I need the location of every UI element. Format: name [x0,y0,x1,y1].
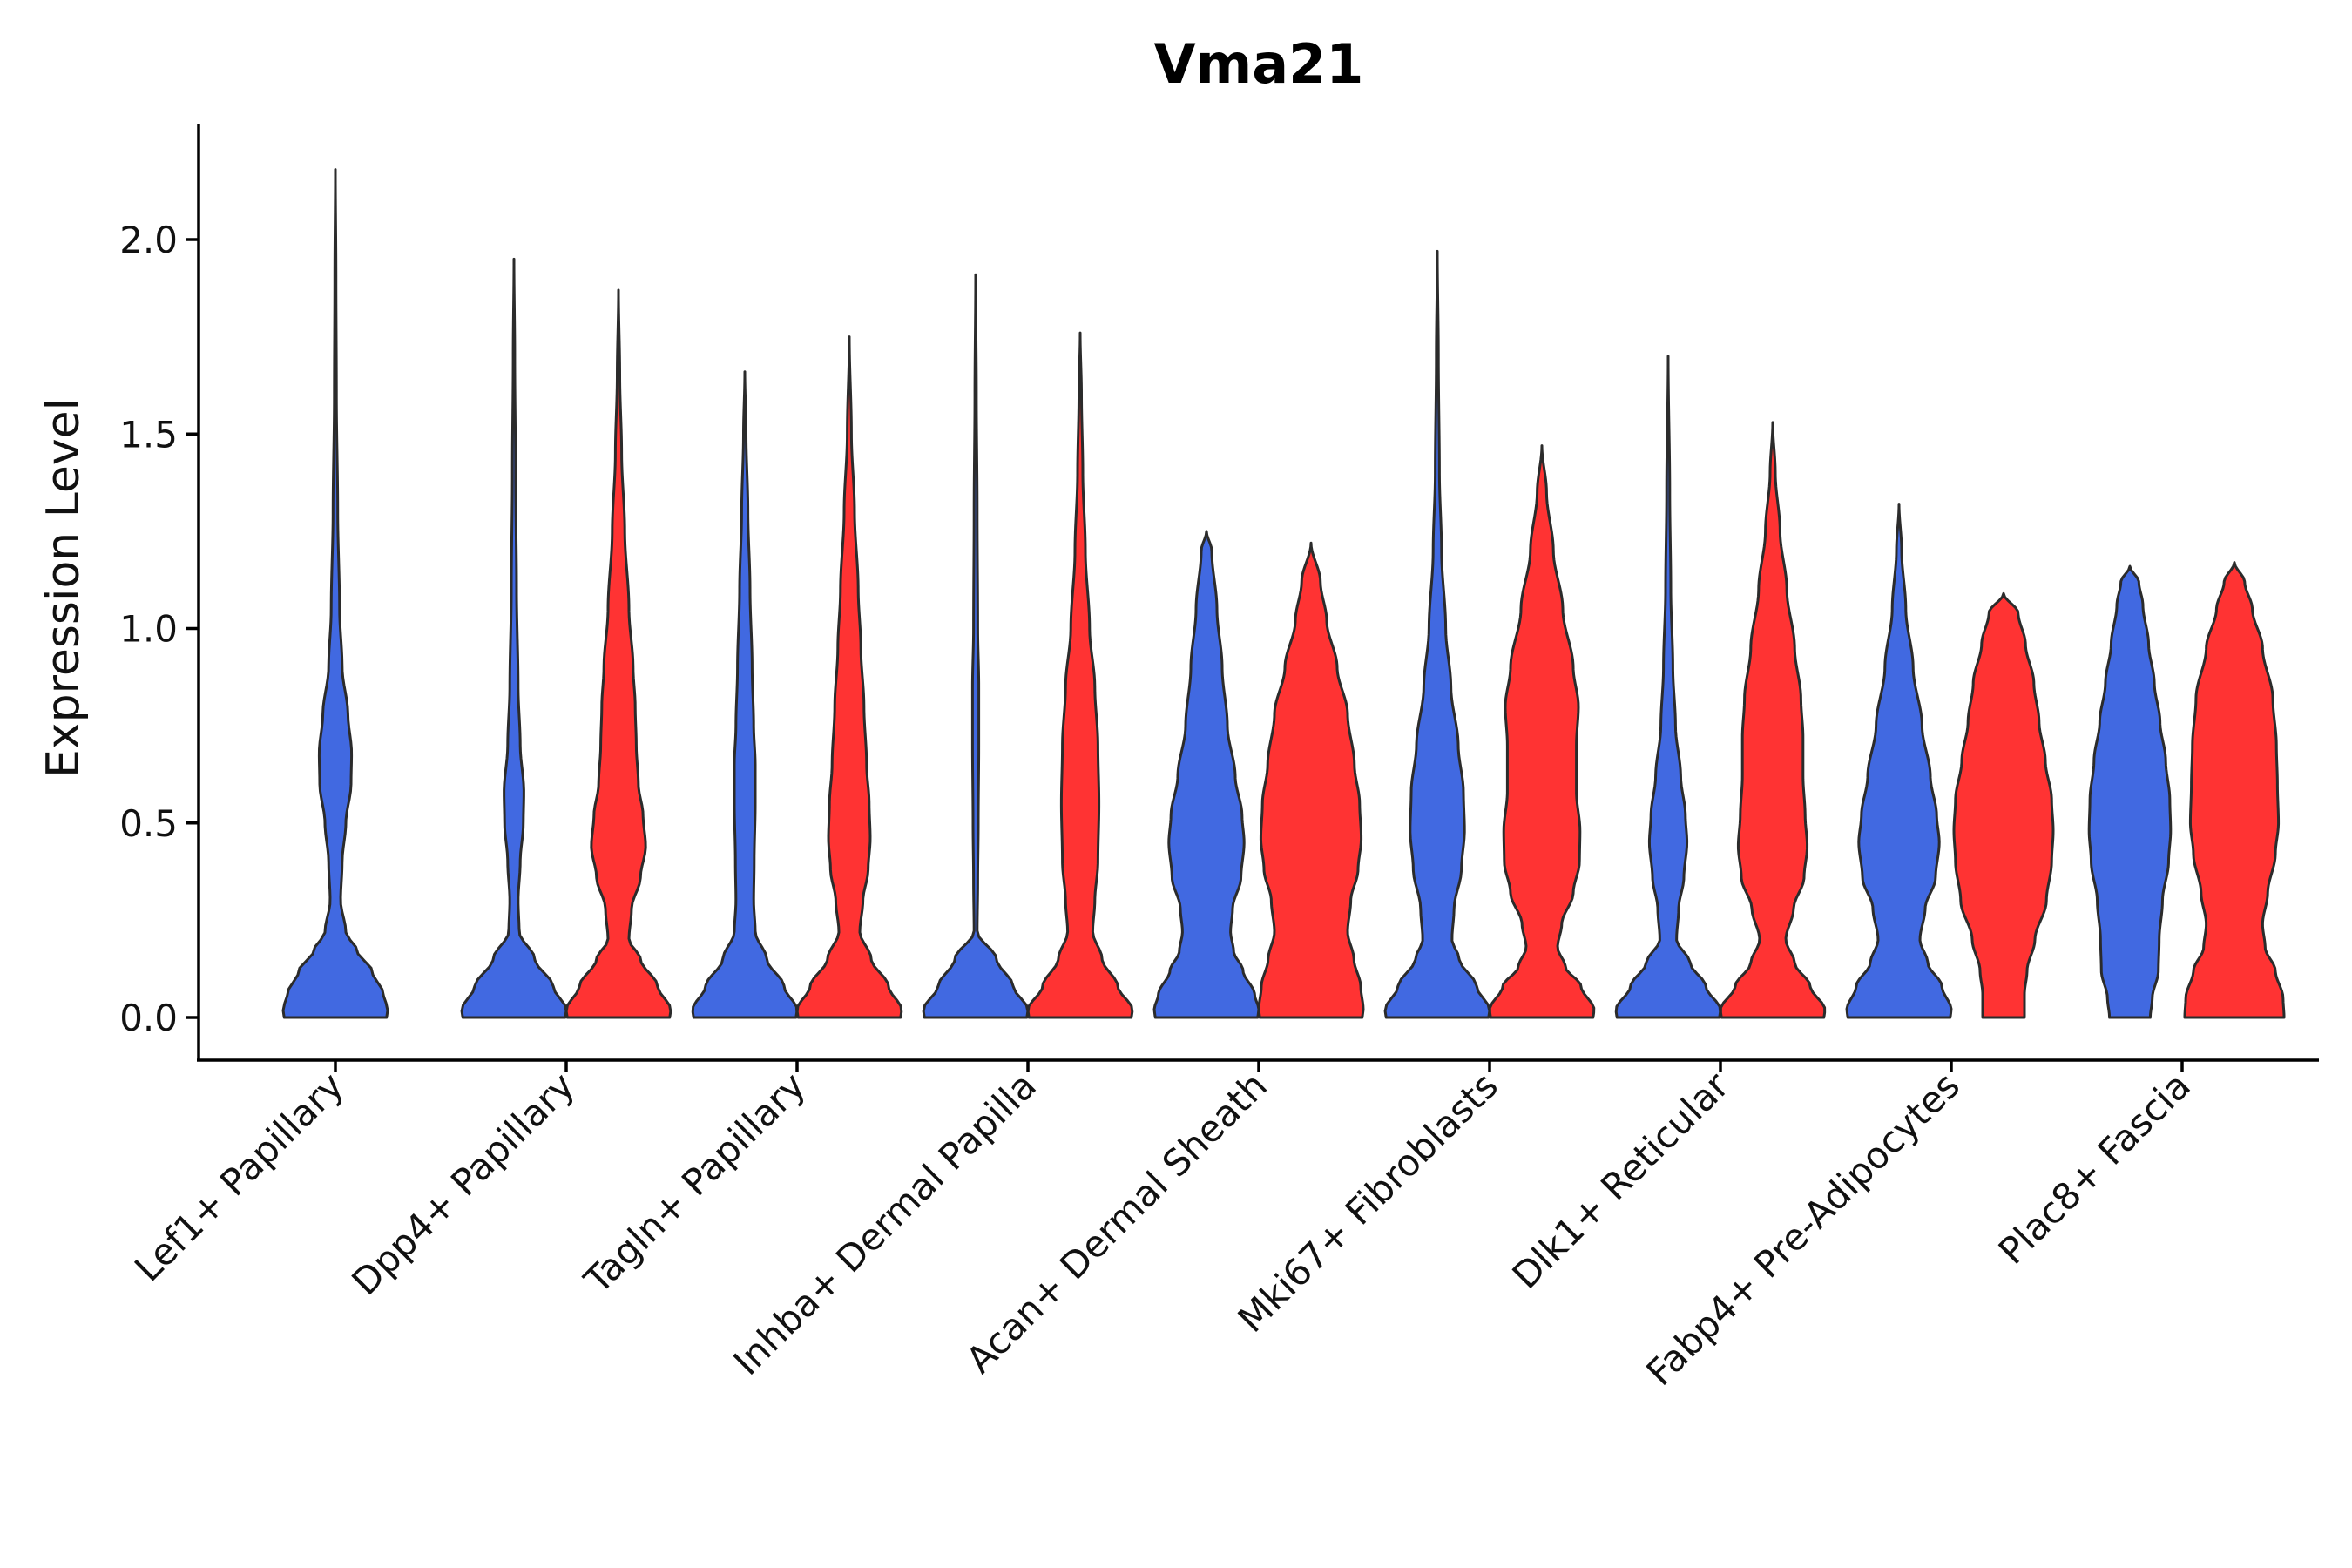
violin-mki67-fibroblasts-group1 [1383,249,1491,1019]
violin-inhba-dermal-papilla-group2 [1026,331,1134,1019]
y-axis: 0.0 0.5 1.0 1.5 2.0 [119,124,200,1060]
violin-dlk1-reticular-group1 [1614,355,1722,1019]
violin-inhba-dermal-papilla-group1 [922,273,1030,1019]
violin-dlk1-reticular-group2 [1719,421,1827,1019]
x-tick-label-mki67-fibroblasts: Mki67+ Fibroblasts [1230,1064,1506,1340]
y-tick-label-3: 1.5 [119,413,178,456]
x-tick-label-dpp4-papillary: Dpp4+ Papillary [343,1064,583,1303]
y-tick-label-4: 2.0 [119,219,178,261]
violin-acan-dermal-sheath-group2 [1257,541,1365,1019]
x-tick-label-plac8-fascia: Plac8+ Fascia [1990,1064,2199,1272]
violin-tagln-papillary-group1 [691,370,799,1019]
violin-dpp4-papillary-group1 [460,257,568,1019]
x-tick-label-tagln-papillary: Tagln+ Papillary [576,1064,814,1301]
violin-lef1-papillary-group1 [281,168,389,1019]
violin-mki67-fibroblasts-group2 [1488,444,1596,1019]
x-tick-label-lef1-papillary: Lef1+ Papillary [126,1064,352,1289]
y-tick-label-0: 0.0 [119,997,178,1039]
violin-tagln-papillary-group2 [795,335,903,1019]
violin-fabp4-pre-adipocytes-group1 [1845,503,1953,1019]
violin-plac8-fascia-group2 [2183,561,2286,1019]
violin-acan-dermal-sheath-group1 [1152,530,1260,1019]
x-tick-label-dlk1-reticular: Dlk1+ Reticular [1504,1064,1738,1297]
violin-fabp4-pre-adipocytes-group2 [1952,591,2055,1019]
y-tick-label-1: 0.5 [119,802,178,845]
chart-title: Vma21 [1154,32,1364,96]
violin-plac8-fascia-group1 [2087,564,2173,1019]
violin-dpp4-papillary-group2 [564,288,672,1019]
y-axis-title: Expression Level [37,398,90,778]
y-tick-label-2: 1.0 [119,608,178,651]
violins-group [281,168,2286,1019]
